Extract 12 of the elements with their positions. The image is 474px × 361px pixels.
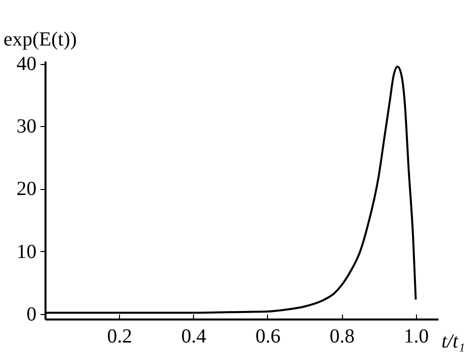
x-tick-label: 0.2	[107, 326, 132, 348]
y-tick-label: 20	[16, 178, 36, 200]
y-tick-label: 30	[16, 116, 36, 138]
x-axis-title: t/t₁	[442, 330, 466, 352]
y-tick-label: 40	[16, 53, 36, 76]
y-axis-title: exp(E(t))	[4, 28, 77, 50]
x-tick-label: 1.0	[404, 326, 429, 348]
y-tick-label: 10	[16, 240, 36, 263]
x-tick-label: 0.8	[330, 326, 355, 348]
y-tick-label: 0	[26, 303, 36, 326]
x-tick-label: 0.6	[255, 326, 280, 348]
x-tick-label: 0.4	[181, 326, 206, 348]
